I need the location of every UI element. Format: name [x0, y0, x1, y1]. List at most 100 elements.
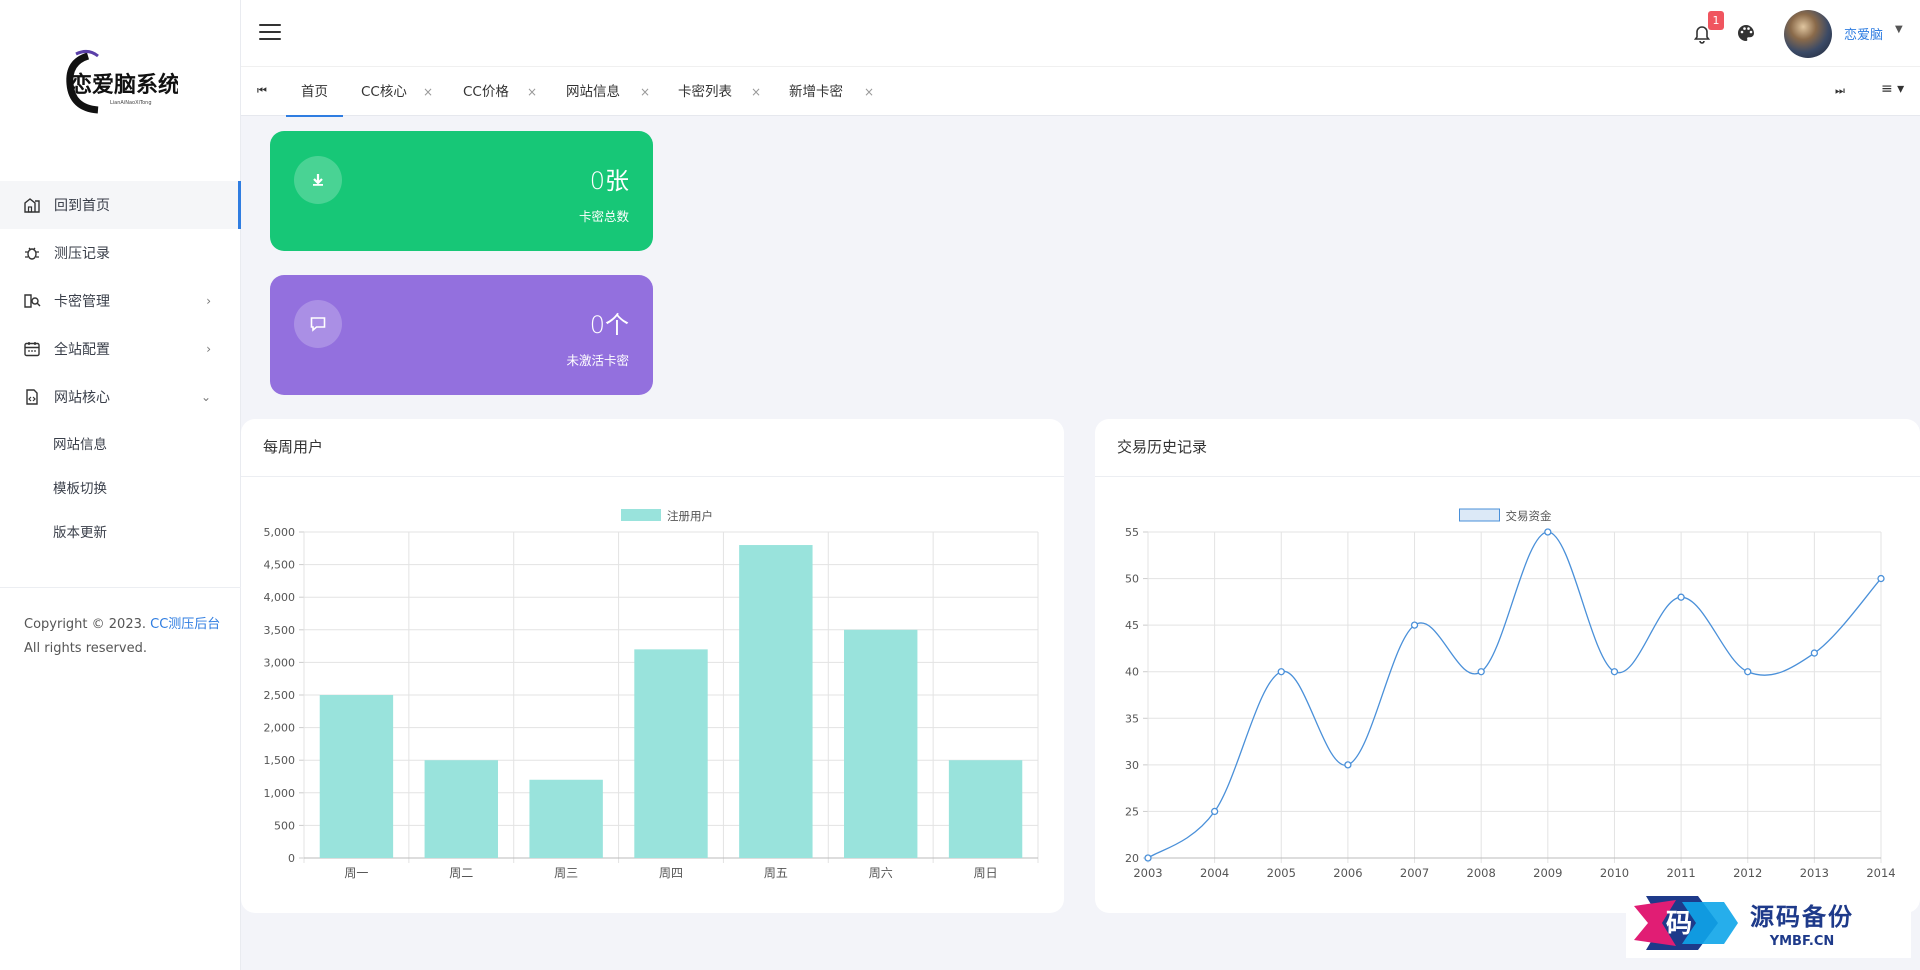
y-tick-label: 4,000 — [264, 591, 296, 604]
tab-close-icon[interactable]: × — [423, 85, 434, 99]
submenu-item-version-update[interactable]: 版本更新 — [0, 509, 241, 553]
x-tick-label: 周三 — [554, 866, 578, 880]
x-tick-label: 周四 — [659, 866, 683, 880]
top-header: 1 恋爱脑 ▼ — [241, 0, 1920, 66]
tab-close-icon[interactable]: × — [864, 85, 875, 99]
copyright-rights: All rights reserved. — [24, 641, 147, 656]
x-tick-label: 2003 — [1133, 866, 1162, 880]
copyright-link[interactable]: CC测压后台 — [150, 617, 221, 632]
sidebar-item-site-config[interactable]: 全站配置 › — [0, 325, 241, 373]
y-tick-label: 30 — [1125, 759, 1139, 772]
x-tick-label: 周一 — [344, 866, 368, 880]
y-tick-label: 50 — [1125, 573, 1139, 586]
stat-label: 未激活卡密 — [566, 353, 629, 368]
stat-value: 0张 — [589, 167, 629, 195]
y-tick-label: 4,500 — [264, 559, 296, 572]
chevron-down-icon: ⌄ — [200, 390, 211, 404]
tab-close-icon[interactable]: × — [751, 85, 762, 99]
x-tick-label: 2010 — [1600, 866, 1629, 880]
bar — [739, 545, 813, 858]
tab-cc-price[interactable]: CC价格 — [463, 84, 509, 100]
x-tick-label: 2005 — [1267, 866, 1296, 880]
chevron-right-icon: › — [206, 342, 211, 356]
y-tick-label: 40 — [1125, 666, 1139, 679]
bell-icon[interactable] — [1691, 22, 1713, 44]
sidebar-item-test-records[interactable]: 测压记录 — [0, 229, 241, 277]
tab-home[interactable]: 首页 — [286, 67, 343, 117]
trade-history-panel: 交易历史记录 交易资金 20 25 30 35 40 45 50 55 2003 2004 2005 2… — [1095, 419, 1920, 913]
palette-icon[interactable] — [1735, 22, 1757, 44]
tab-card-list[interactable]: 卡密列表 — [678, 84, 732, 100]
username[interactable]: 恋爱脑 — [1844, 28, 1884, 43]
tab-close-icon[interactable]: × — [640, 85, 651, 99]
svg-text:恋爱脑系统: 恋爱脑系统 — [70, 72, 178, 98]
stat-card-inactive-cards: 0个 未激活卡密 — [270, 275, 653, 395]
watermark-en: YMBF.CN — [1769, 934, 1835, 949]
sidebar-item-home[interactable]: 回到首页 — [0, 181, 241, 229]
stat-value: 0个 — [589, 311, 629, 339]
bar — [634, 649, 708, 858]
data-point — [1744, 668, 1752, 676]
y-tick-label: 1,500 — [264, 754, 296, 767]
x-tick-label: 周六 — [869, 866, 893, 880]
x-tick-label: 2006 — [1333, 866, 1362, 880]
x-tick-label: 2007 — [1400, 866, 1429, 880]
watermark: 码 源码备份 YMBF.CN — [1626, 888, 1911, 958]
submenu-item-label: 网站信息 — [53, 437, 107, 453]
tabs-menu-icon[interactable]: ≡ ▾ — [1881, 81, 1905, 97]
panel-title: 每周用户 — [263, 438, 324, 456]
x-tick-label: 周二 — [449, 866, 473, 880]
chevron-right-icon: › — [206, 294, 211, 308]
caret-down-icon[interactable]: ▼ — [1895, 24, 1903, 35]
tab-close-icon[interactable]: × — [527, 85, 538, 99]
tabs-scroll-right-icon[interactable]: ⏭ — [1835, 84, 1845, 97]
menu-toggle-icon[interactable] — [259, 24, 281, 42]
data-point — [1877, 574, 1885, 583]
data-point — [1210, 807, 1219, 816]
y-tick-label: 3,500 — [264, 624, 296, 637]
card-search-icon — [22, 291, 42, 311]
data-point — [1277, 668, 1285, 676]
file-code-icon — [22, 387, 42, 407]
panel-divider — [1095, 476, 1920, 477]
download-icon — [294, 156, 342, 204]
x-tick-label: 2008 — [1467, 866, 1496, 880]
tab-cc-core[interactable]: CC核心 — [361, 84, 407, 100]
submenu-item-template-switch[interactable]: 模板切换 — [0, 465, 241, 509]
tabs-scroll-left-icon[interactable]: ⏮ — [257, 84, 267, 97]
weekly-users-panel: 每周用户 注册用户 0 500 1,000 1,500 2,000 2,500 3,000 3,… — [241, 419, 1064, 913]
tabs-bar: ⏮ 首页 CC核心 × CC价格 × 网站信息 × 卡密列表 × 新增卡密 × … — [241, 66, 1920, 117]
submenu-item-site-info[interactable]: 网站信息 — [0, 421, 241, 465]
data-point — [1344, 761, 1352, 769]
sidebar-menu: 回到首页 测压记录 卡密管理 › 全站配置 › 网站核心 — [0, 181, 241, 553]
y-tick-label: 0 — [288, 852, 295, 865]
data-point — [1544, 528, 1552, 536]
bar — [529, 779, 603, 858]
sidebar-item-label: 网站核心 — [54, 390, 110, 406]
sidebar: 恋爱脑系统 LianAiNaoXiTong 回到首页 测压记录 卡密管理 › — [0, 0, 241, 970]
y-tick-label: 45 — [1125, 619, 1139, 632]
avatar[interactable] — [1784, 10, 1832, 58]
bar — [948, 760, 1023, 858]
sidebar-item-card-manage[interactable]: 卡密管理 › — [0, 277, 241, 325]
tab-site-info[interactable]: 网站信息 — [566, 84, 620, 100]
chat-icon — [294, 300, 342, 348]
legend-label: 交易资金 — [1506, 509, 1552, 523]
svg-text:码: 码 — [1666, 909, 1692, 939]
data-point — [1410, 621, 1419, 629]
sidebar-item-label: 全站配置 — [54, 342, 110, 358]
x-tick-label: 2014 — [1866, 866, 1895, 880]
tab-add-card[interactable]: 新增卡密 — [789, 84, 843, 100]
sidebar-item-label: 测压记录 — [54, 246, 110, 262]
notification-badge: 1 — [1708, 11, 1724, 30]
data-point — [1610, 668, 1619, 676]
panel-divider — [241, 476, 1064, 477]
legend-swatch — [621, 509, 661, 521]
legend-swatch — [1459, 508, 1500, 522]
sidebar-item-site-core[interactable]: 网站核心 ⌄ — [0, 373, 241, 421]
dashboard-icon — [22, 195, 42, 215]
app-logo: 恋爱脑系统 LianAiNaoXiTong — [58, 48, 180, 122]
y-tick-label: 55 — [1125, 526, 1139, 539]
watermark-logo: 码 — [1626, 888, 1744, 958]
stat-label: 卡密总数 — [578, 209, 629, 224]
